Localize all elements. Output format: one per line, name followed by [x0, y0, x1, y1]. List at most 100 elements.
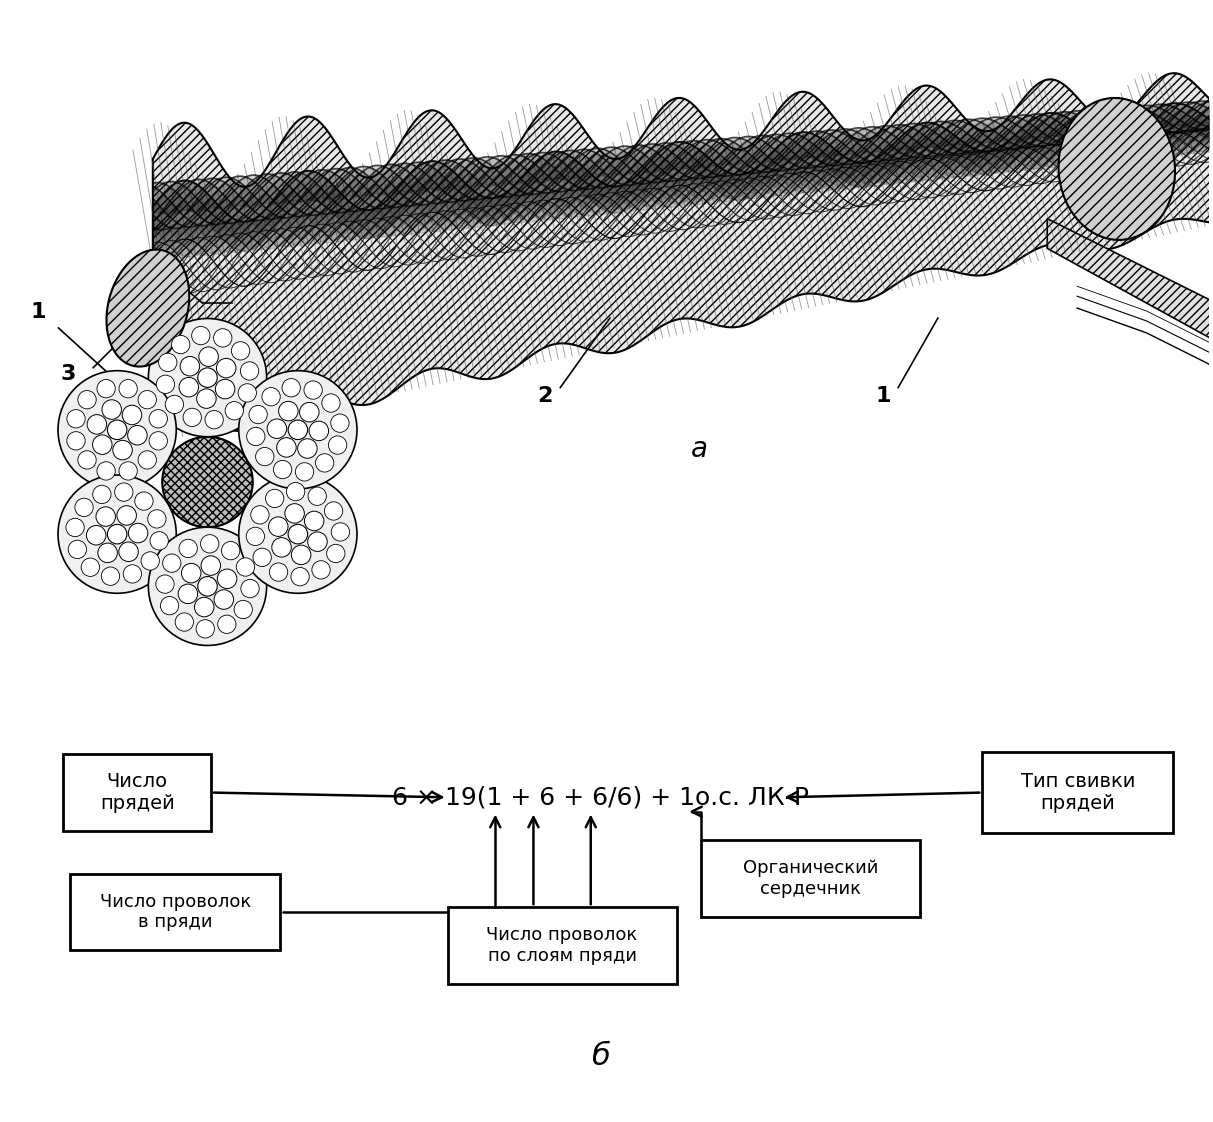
- Circle shape: [269, 563, 287, 581]
- FancyBboxPatch shape: [701, 840, 921, 917]
- Circle shape: [92, 485, 112, 504]
- Text: 1: 1: [30, 302, 46, 322]
- Circle shape: [127, 425, 147, 445]
- Circle shape: [279, 402, 298, 421]
- Circle shape: [329, 436, 347, 454]
- Circle shape: [96, 507, 115, 526]
- Circle shape: [308, 487, 326, 505]
- Polygon shape: [1047, 219, 1213, 358]
- Circle shape: [312, 561, 330, 579]
- Circle shape: [58, 475, 176, 594]
- Circle shape: [256, 448, 274, 466]
- Circle shape: [102, 399, 121, 420]
- Ellipse shape: [1059, 98, 1175, 240]
- Circle shape: [198, 368, 217, 387]
- Circle shape: [159, 353, 177, 371]
- Circle shape: [200, 535, 218, 553]
- Circle shape: [308, 532, 328, 551]
- Circle shape: [198, 577, 217, 596]
- Text: а: а: [691, 435, 708, 463]
- Circle shape: [138, 451, 156, 469]
- Circle shape: [213, 590, 234, 609]
- Circle shape: [331, 523, 349, 541]
- FancyBboxPatch shape: [63, 754, 211, 830]
- FancyBboxPatch shape: [70, 874, 280, 950]
- Circle shape: [268, 517, 287, 536]
- Circle shape: [283, 378, 301, 397]
- Circle shape: [217, 569, 237, 589]
- Circle shape: [178, 585, 198, 604]
- Circle shape: [171, 335, 190, 353]
- Circle shape: [266, 489, 284, 507]
- Circle shape: [115, 482, 133, 502]
- Circle shape: [156, 375, 175, 394]
- Circle shape: [197, 619, 215, 638]
- Circle shape: [324, 502, 343, 521]
- Circle shape: [201, 555, 221, 576]
- Circle shape: [199, 347, 218, 367]
- Circle shape: [331, 414, 349, 432]
- Circle shape: [237, 558, 255, 577]
- Circle shape: [92, 435, 112, 454]
- Circle shape: [267, 419, 286, 439]
- Circle shape: [119, 462, 137, 480]
- Ellipse shape: [107, 249, 189, 367]
- Text: 2: 2: [146, 250, 160, 270]
- Circle shape: [116, 506, 136, 525]
- Circle shape: [149, 432, 167, 450]
- Circle shape: [315, 453, 334, 472]
- Circle shape: [309, 421, 329, 441]
- Circle shape: [295, 462, 314, 481]
- Circle shape: [148, 319, 267, 436]
- Circle shape: [234, 600, 252, 618]
- Text: Число
прядей: Число прядей: [99, 772, 175, 813]
- Circle shape: [240, 361, 258, 380]
- Circle shape: [246, 527, 264, 545]
- Circle shape: [273, 460, 292, 479]
- Circle shape: [304, 512, 324, 531]
- Circle shape: [286, 482, 304, 500]
- Circle shape: [160, 597, 178, 615]
- Circle shape: [148, 509, 166, 528]
- Circle shape: [149, 410, 167, 427]
- Circle shape: [192, 327, 210, 344]
- Circle shape: [155, 574, 175, 594]
- Circle shape: [238, 384, 256, 402]
- Circle shape: [86, 525, 106, 545]
- Circle shape: [326, 544, 344, 562]
- Circle shape: [175, 613, 194, 632]
- Circle shape: [75, 498, 93, 516]
- Circle shape: [291, 568, 309, 586]
- Circle shape: [87, 415, 107, 434]
- Circle shape: [304, 380, 323, 399]
- Circle shape: [183, 408, 201, 426]
- Circle shape: [67, 432, 85, 450]
- Text: Тип свивки
прядей: Тип свивки прядей: [1020, 772, 1135, 813]
- Circle shape: [98, 543, 118, 562]
- Circle shape: [239, 475, 357, 594]
- Circle shape: [108, 524, 127, 544]
- Circle shape: [78, 390, 96, 408]
- Circle shape: [241, 579, 260, 598]
- Circle shape: [58, 370, 176, 489]
- Text: Органический
сердечник: Органический сердечник: [742, 859, 878, 898]
- FancyBboxPatch shape: [448, 908, 677, 984]
- Circle shape: [150, 532, 169, 550]
- Circle shape: [239, 370, 357, 489]
- Circle shape: [102, 567, 120, 586]
- Circle shape: [141, 552, 159, 570]
- Circle shape: [246, 427, 264, 445]
- Circle shape: [181, 357, 200, 376]
- Circle shape: [205, 411, 223, 429]
- Circle shape: [180, 377, 199, 397]
- Circle shape: [180, 540, 198, 558]
- Circle shape: [194, 597, 213, 617]
- Circle shape: [289, 420, 308, 440]
- Circle shape: [66, 518, 84, 536]
- Text: 3: 3: [61, 364, 76, 384]
- Circle shape: [138, 390, 156, 408]
- Circle shape: [119, 542, 138, 561]
- Circle shape: [249, 405, 267, 424]
- Circle shape: [108, 420, 127, 440]
- Circle shape: [222, 542, 240, 560]
